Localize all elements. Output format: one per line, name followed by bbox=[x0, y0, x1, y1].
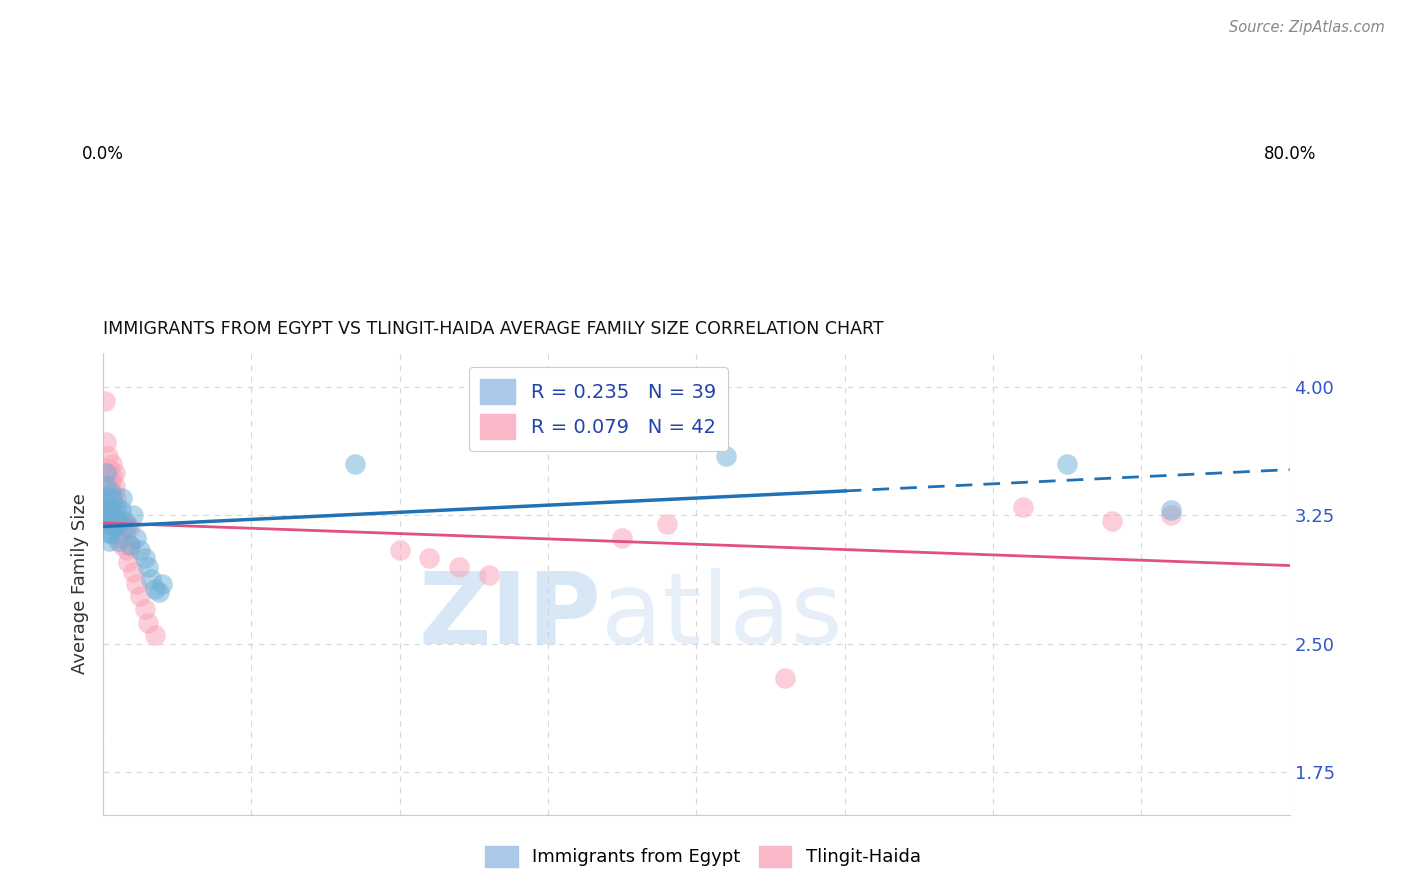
Point bbox=[129, 542, 152, 557]
Point bbox=[93, 394, 115, 409]
Point bbox=[1101, 514, 1123, 528]
Point bbox=[101, 516, 124, 531]
Legend: Immigrants from Egypt, Tlingit-Haida: Immigrants from Egypt, Tlingit-Haida bbox=[478, 838, 928, 874]
Point bbox=[107, 516, 129, 531]
Point bbox=[103, 486, 125, 500]
Point bbox=[94, 435, 117, 450]
Point bbox=[93, 514, 115, 528]
Text: atlas: atlas bbox=[602, 567, 844, 665]
Point bbox=[98, 500, 121, 514]
Point bbox=[100, 503, 122, 517]
Point bbox=[121, 508, 143, 523]
Point bbox=[107, 531, 129, 545]
Point bbox=[107, 534, 129, 549]
Point bbox=[114, 516, 136, 531]
Point bbox=[98, 534, 121, 549]
Point bbox=[478, 568, 501, 582]
Point bbox=[100, 475, 122, 489]
Point bbox=[100, 491, 122, 506]
Point bbox=[118, 520, 141, 534]
Point bbox=[129, 589, 152, 603]
Point bbox=[110, 503, 132, 517]
Text: 80.0%: 80.0% bbox=[1264, 145, 1316, 163]
Point bbox=[1160, 503, 1182, 517]
Point bbox=[98, 462, 121, 476]
Point bbox=[101, 469, 124, 483]
Point bbox=[148, 585, 170, 599]
Point bbox=[125, 531, 148, 545]
Point bbox=[114, 531, 136, 545]
Text: Source: ZipAtlas.com: Source: ZipAtlas.com bbox=[1229, 20, 1385, 35]
Point bbox=[105, 491, 128, 506]
Point bbox=[449, 559, 471, 574]
Point bbox=[115, 542, 138, 557]
Point bbox=[134, 602, 156, 616]
Point bbox=[612, 531, 634, 545]
Legend: R = 0.235   N = 39, R = 0.079   N = 42: R = 0.235 N = 39, R = 0.079 N = 42 bbox=[468, 368, 728, 450]
Point bbox=[134, 551, 156, 566]
Point bbox=[136, 559, 159, 574]
Point bbox=[104, 479, 127, 493]
Point bbox=[714, 449, 737, 463]
Point bbox=[111, 491, 134, 506]
Point bbox=[1160, 508, 1182, 523]
Point bbox=[152, 577, 174, 591]
Point bbox=[101, 491, 124, 506]
Point bbox=[117, 555, 139, 569]
Point bbox=[110, 525, 132, 540]
Text: IMMIGRANTS FROM EGYPT VS TLINGIT-HAIDA AVERAGE FAMILY SIZE CORRELATION CHART: IMMIGRANTS FROM EGYPT VS TLINGIT-HAIDA A… bbox=[103, 319, 884, 338]
Point bbox=[139, 572, 162, 586]
Point bbox=[118, 537, 141, 551]
Point bbox=[115, 520, 138, 534]
Point bbox=[775, 671, 797, 685]
Point bbox=[655, 516, 678, 531]
Y-axis label: Average Family Size: Average Family Size bbox=[72, 493, 89, 674]
Point bbox=[104, 466, 127, 480]
Point bbox=[97, 525, 120, 540]
Point bbox=[418, 551, 440, 566]
Point bbox=[100, 486, 122, 500]
Point bbox=[98, 514, 121, 528]
Point bbox=[94, 466, 117, 480]
Point bbox=[388, 542, 411, 557]
Point bbox=[344, 457, 367, 471]
Point bbox=[97, 516, 120, 531]
Point bbox=[143, 628, 166, 642]
Point bbox=[1011, 500, 1033, 514]
Point bbox=[114, 514, 136, 528]
Point bbox=[103, 508, 125, 523]
Point bbox=[103, 500, 125, 514]
Point bbox=[104, 520, 127, 534]
Point bbox=[121, 565, 143, 579]
Point bbox=[125, 577, 148, 591]
Point bbox=[143, 582, 166, 596]
Point bbox=[136, 616, 159, 631]
Point bbox=[105, 500, 128, 514]
Point bbox=[94, 491, 117, 506]
Point bbox=[111, 537, 134, 551]
Point bbox=[105, 508, 128, 523]
Point bbox=[1056, 457, 1078, 471]
Point bbox=[93, 500, 115, 514]
Point bbox=[108, 514, 131, 528]
Point bbox=[100, 525, 122, 540]
Point bbox=[101, 457, 124, 471]
Point bbox=[98, 479, 121, 493]
Point bbox=[97, 449, 120, 463]
Text: ZIP: ZIP bbox=[419, 567, 602, 665]
Text: 0.0%: 0.0% bbox=[82, 145, 124, 163]
Point bbox=[94, 479, 117, 493]
Point bbox=[118, 537, 141, 551]
Point bbox=[97, 503, 120, 517]
Point bbox=[107, 516, 129, 531]
